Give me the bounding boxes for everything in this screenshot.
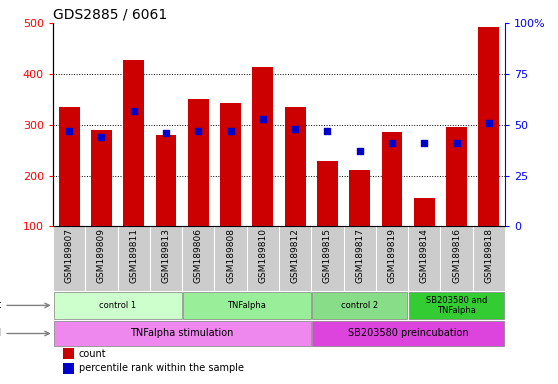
Point	[97, 134, 106, 140]
Text: TNFalpha: TNFalpha	[227, 301, 266, 310]
Text: GSM189819: GSM189819	[387, 228, 397, 283]
Point	[65, 128, 74, 134]
Bar	[54, 292, 181, 319]
Point	[355, 148, 364, 154]
Bar	[91, 130, 112, 227]
Bar	[349, 170, 370, 227]
Text: agent: agent	[0, 300, 49, 310]
Bar	[183, 292, 311, 319]
Point	[452, 140, 461, 146]
Point	[129, 108, 138, 114]
Point	[194, 128, 203, 134]
Text: GSM189806: GSM189806	[194, 228, 203, 283]
Text: GSM189807: GSM189807	[65, 228, 74, 283]
Text: GDS2885 / 6061: GDS2885 / 6061	[53, 8, 167, 22]
Point	[387, 140, 396, 146]
Bar	[156, 135, 176, 227]
Text: GSM189814: GSM189814	[420, 228, 429, 283]
Point	[258, 116, 267, 122]
Text: GSM189816: GSM189816	[452, 228, 461, 283]
Text: SB203580 and
TNFalpha: SB203580 and TNFalpha	[426, 296, 487, 315]
Bar	[312, 321, 504, 346]
Point	[484, 120, 493, 126]
Text: GSM189813: GSM189813	[161, 228, 171, 283]
Bar	[409, 292, 504, 319]
Text: control 1: control 1	[99, 301, 136, 310]
Bar	[478, 27, 499, 227]
Text: percentile rank within the sample: percentile rank within the sample	[79, 363, 244, 373]
Text: protocol: protocol	[0, 328, 49, 339]
Text: GSM189817: GSM189817	[355, 228, 364, 283]
Bar	[54, 321, 311, 346]
Bar	[446, 127, 467, 227]
Text: GSM189810: GSM189810	[258, 228, 267, 283]
Bar	[312, 292, 407, 319]
Point	[226, 128, 235, 134]
Bar	[62, 348, 74, 359]
Bar	[220, 103, 241, 227]
Text: TNFalpha stimulation: TNFalpha stimulation	[131, 328, 234, 339]
Point	[291, 126, 300, 132]
Point	[420, 140, 429, 146]
Text: GSM189811: GSM189811	[129, 228, 138, 283]
Bar	[123, 60, 144, 227]
Bar	[414, 199, 435, 227]
Text: GSM189808: GSM189808	[226, 228, 235, 283]
Text: GSM189809: GSM189809	[97, 228, 106, 283]
Bar	[382, 132, 402, 227]
Bar	[188, 99, 209, 227]
Text: GSM189815: GSM189815	[323, 228, 332, 283]
Text: count: count	[79, 349, 107, 359]
Bar	[317, 161, 338, 227]
Text: SB203580 preincubation: SB203580 preincubation	[348, 328, 469, 339]
Bar	[252, 67, 273, 227]
Point	[162, 130, 171, 136]
Text: control 2: control 2	[341, 301, 378, 310]
Point	[323, 128, 332, 134]
Text: GSM189818: GSM189818	[484, 228, 493, 283]
Text: GSM189812: GSM189812	[291, 228, 300, 283]
Bar	[285, 108, 306, 227]
Bar	[62, 363, 74, 374]
Bar	[59, 107, 80, 227]
